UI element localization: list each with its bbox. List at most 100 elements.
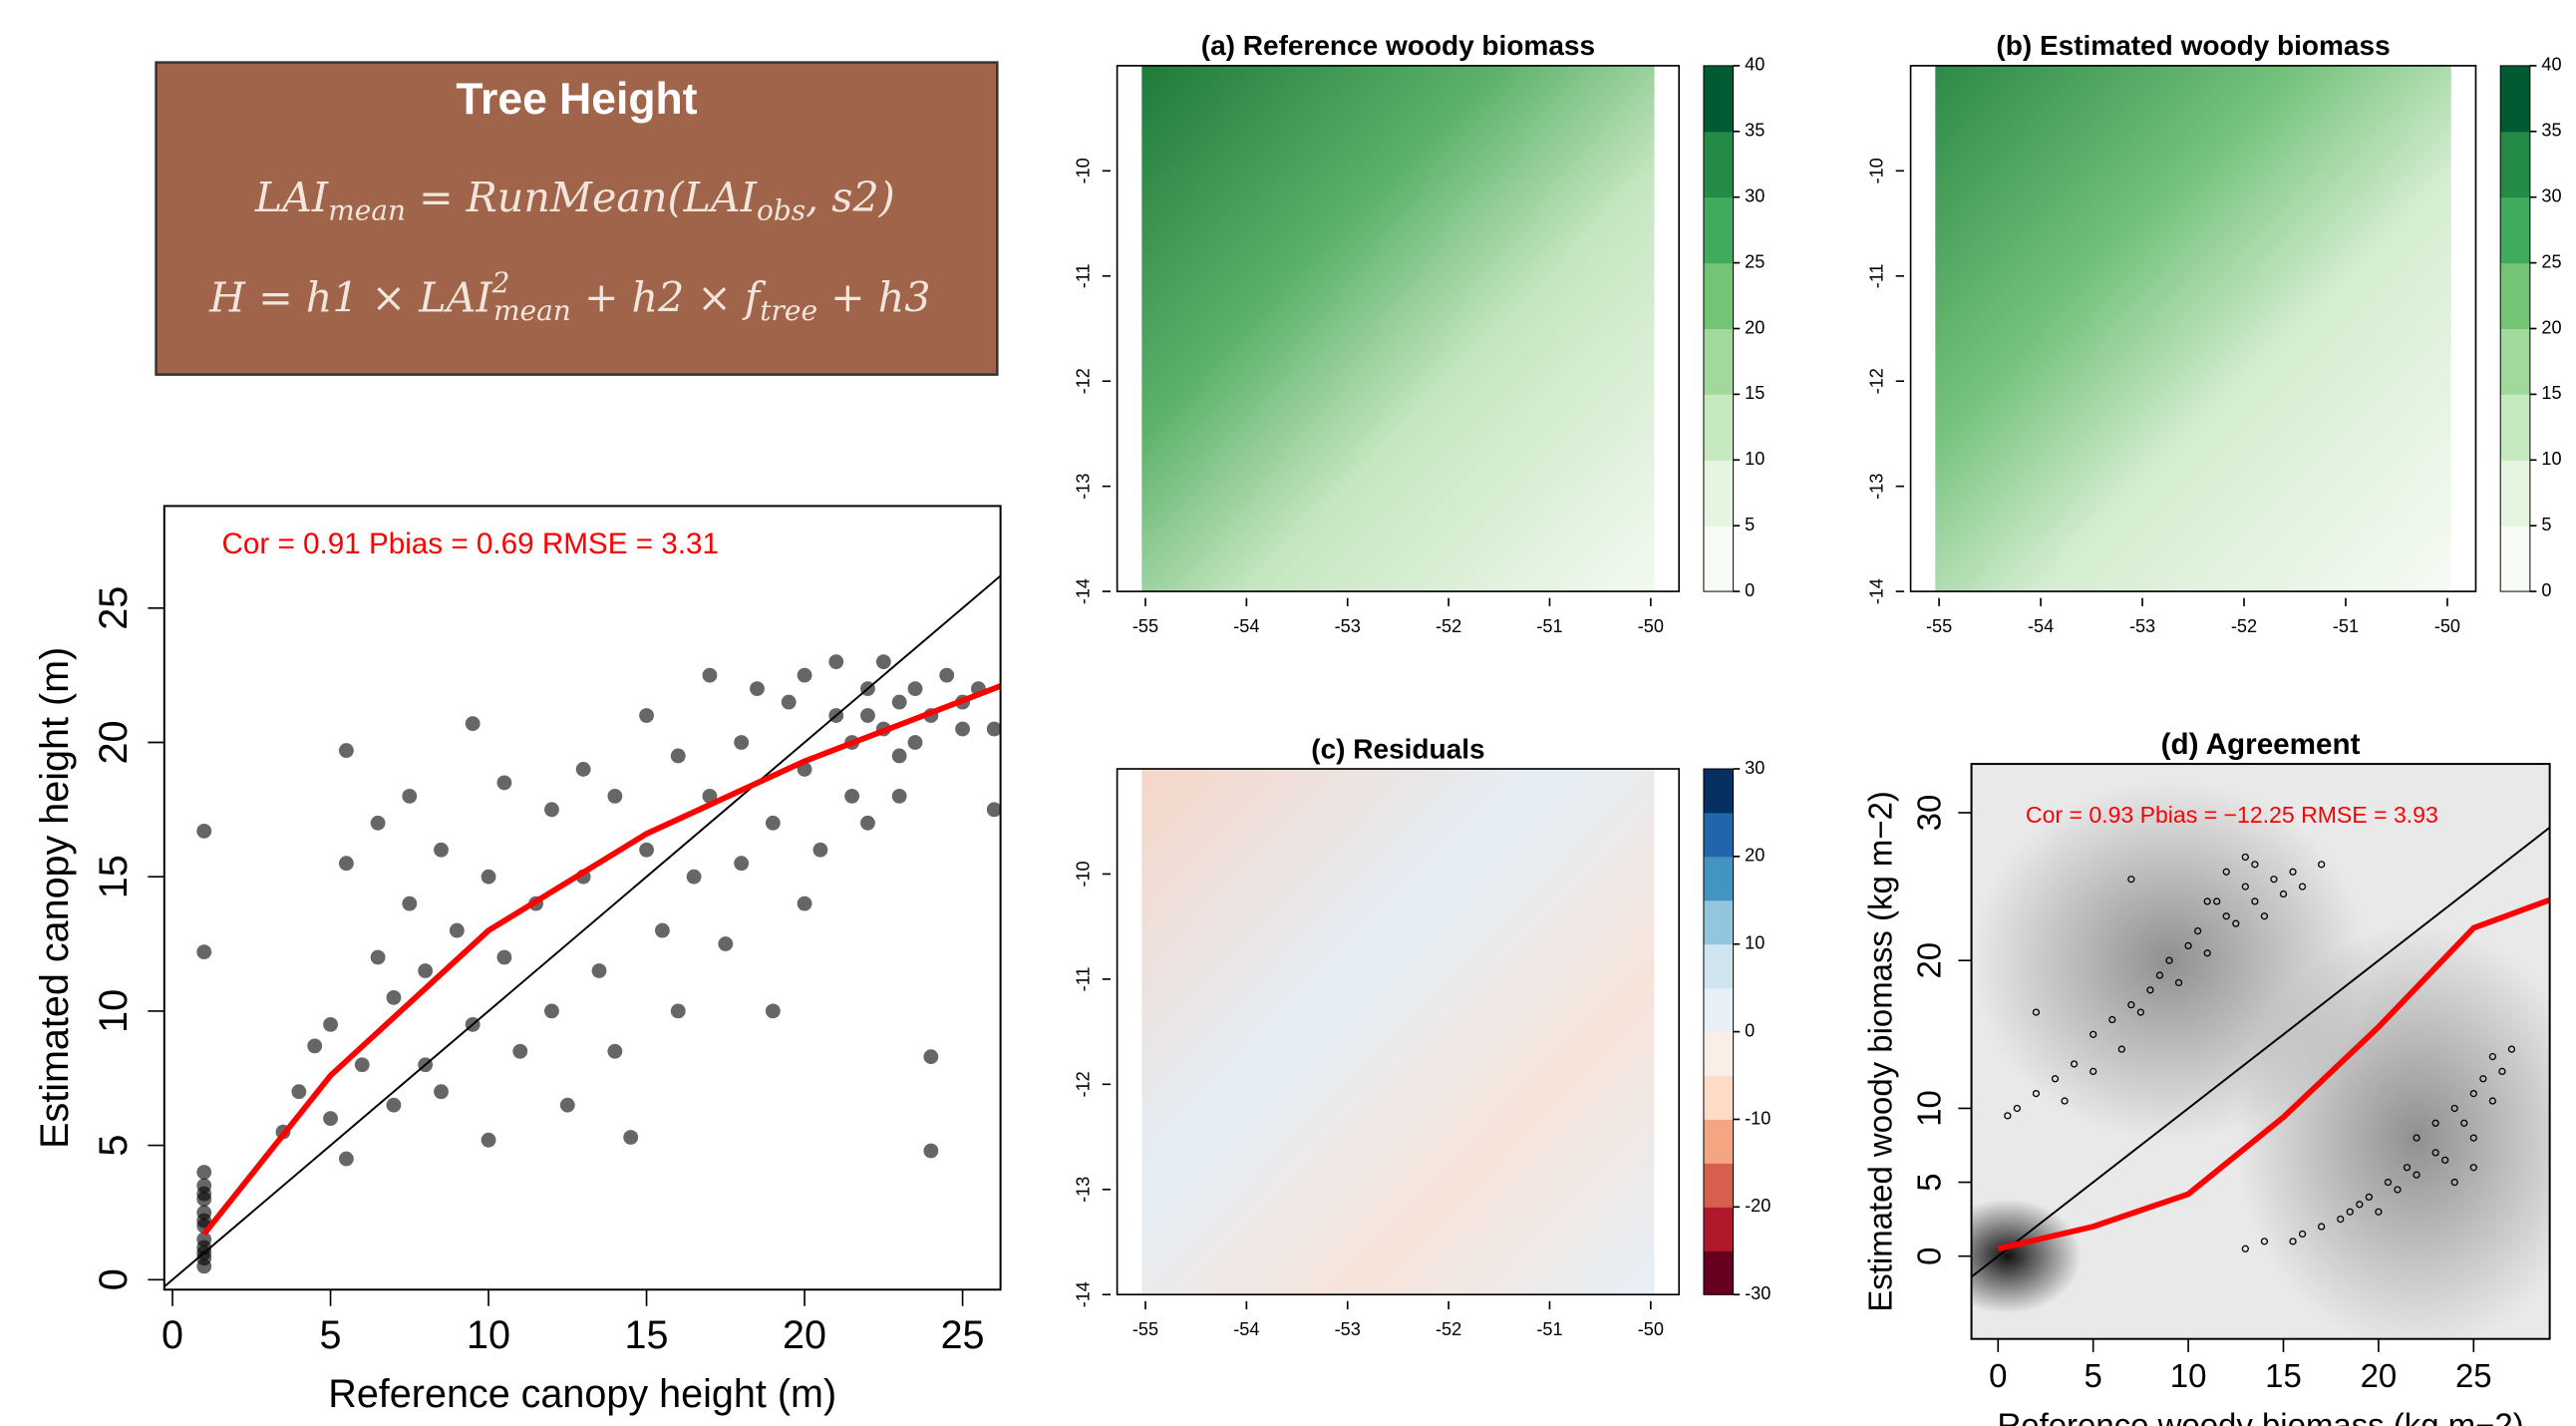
colorbar-swatch: [1703, 131, 1734, 198]
point: [196, 1250, 212, 1266]
point: [2260, 1238, 2269, 1246]
y-tick-label: 20: [92, 721, 136, 765]
point: [2213, 897, 2221, 905]
plot-area: [163, 574, 1001, 1288]
eq-sub: obs: [757, 193, 805, 226]
y-tick-label: -10: [1866, 158, 1886, 183]
y-tick-label: 20: [1911, 942, 1948, 979]
y-tick-label: 30: [1911, 795, 1948, 832]
y-tick-label: -12: [1073, 368, 1093, 394]
point: [2260, 912, 2269, 920]
point: [2450, 1178, 2458, 1187]
colorbar-tick-label: -10: [1745, 1108, 1771, 1128]
x-tick-label: -53: [1335, 616, 1361, 636]
point: [591, 963, 607, 978]
panel-title: (c) Residuals: [1311, 733, 1484, 764]
y-tick-label: 0: [92, 1268, 136, 1290]
point: [797, 895, 812, 911]
point: [2469, 1089, 2477, 1098]
point: [907, 735, 923, 750]
point: [2488, 1097, 2497, 1105]
point: [338, 743, 354, 758]
x-tick-label: 25: [2455, 1357, 2492, 1394]
point: [797, 667, 812, 683]
colorbar-tick-label: 5: [2541, 515, 2551, 535]
point: [2232, 919, 2240, 927]
point: [575, 762, 591, 777]
colorbar-tick-label: 30: [1745, 185, 1765, 205]
point: [844, 788, 860, 804]
point: [891, 748, 907, 764]
y-tick-label: -12: [1073, 1071, 1093, 1097]
point: [2146, 986, 2154, 994]
y-tick-label: -12: [1866, 368, 1886, 394]
point: [2174, 978, 2183, 987]
point: [2298, 1230, 2307, 1239]
point: [2117, 1045, 2125, 1053]
x-tick-label: 15: [625, 1313, 669, 1357]
colorbar-tick-label: 15: [2541, 383, 2561, 403]
point: [512, 1043, 528, 1059]
point: [2441, 1156, 2449, 1164]
point: [2241, 853, 2249, 862]
point: [2241, 1245, 2249, 1252]
colorbar-swatch: [1703, 196, 1734, 264]
eq-sup: 2: [491, 266, 510, 299]
point: [686, 869, 702, 885]
eq-part: LAI: [254, 173, 329, 220]
colorbar-swatch: [1703, 1031, 1734, 1077]
point: [828, 654, 844, 670]
y-tick-label: 25: [92, 586, 136, 630]
point: [2032, 1089, 2041, 1098]
x-tick-label: 5: [2085, 1357, 2102, 1394]
point: [496, 949, 512, 965]
point: [670, 1003, 686, 1019]
point: [2090, 1067, 2097, 1076]
point: [2431, 1149, 2439, 1157]
point: [623, 1130, 639, 1145]
point: [2375, 1208, 2383, 1216]
colorbar-swatch: [2500, 460, 2530, 527]
colorbar-swatch: [1703, 856, 1734, 901]
point: [2061, 1097, 2069, 1105]
y-tick-label: 15: [92, 855, 136, 898]
plot-frame: [1116, 768, 1681, 1296]
colorbar-tick-label: 10: [2541, 449, 2561, 469]
y-tick-label: 10: [92, 989, 136, 1033]
colorbar-swatch: [1703, 812, 1734, 858]
y-tick-label: -13: [1866, 474, 1886, 500]
density-blob: [2235, 923, 2550, 1339]
point: [891, 694, 907, 710]
x-tick-label: 0: [161, 1313, 183, 1357]
colorbar-tick-label: 40: [2541, 55, 2561, 75]
plot-area: [1935, 65, 2451, 592]
point: [323, 1016, 338, 1032]
point: [812, 842, 828, 858]
point: [2279, 890, 2288, 898]
colorbar-swatch: [1703, 1163, 1734, 1208]
x-tick-label: -55: [1132, 616, 1158, 636]
y-tick-label: -14: [1073, 578, 1093, 604]
y-tick-label: 5: [1911, 1173, 1948, 1191]
panel-title: (d) Agreement: [2161, 728, 2361, 761]
point: [544, 802, 559, 818]
plot-area: [1141, 65, 1655, 592]
point: [2318, 1223, 2326, 1231]
y-tick-label: -11: [1073, 263, 1093, 288]
point: [449, 922, 465, 938]
point: [2431, 1119, 2439, 1127]
point: [607, 1043, 623, 1059]
colorbar-swatch: [1703, 526, 1734, 592]
point: [559, 1097, 575, 1113]
map-field: [1141, 65, 1655, 592]
density-blob: [1971, 1199, 2082, 1314]
equation-box: [155, 61, 999, 376]
x-tick-label: -50: [1638, 1319, 1664, 1339]
point: [196, 1186, 212, 1202]
colorbar-tick-label: 15: [1745, 383, 1765, 403]
x-tick-label: 15: [2265, 1357, 2302, 1394]
point: [2488, 1052, 2497, 1061]
point: [654, 922, 670, 938]
y-tick-label: 10: [1911, 1090, 1948, 1127]
